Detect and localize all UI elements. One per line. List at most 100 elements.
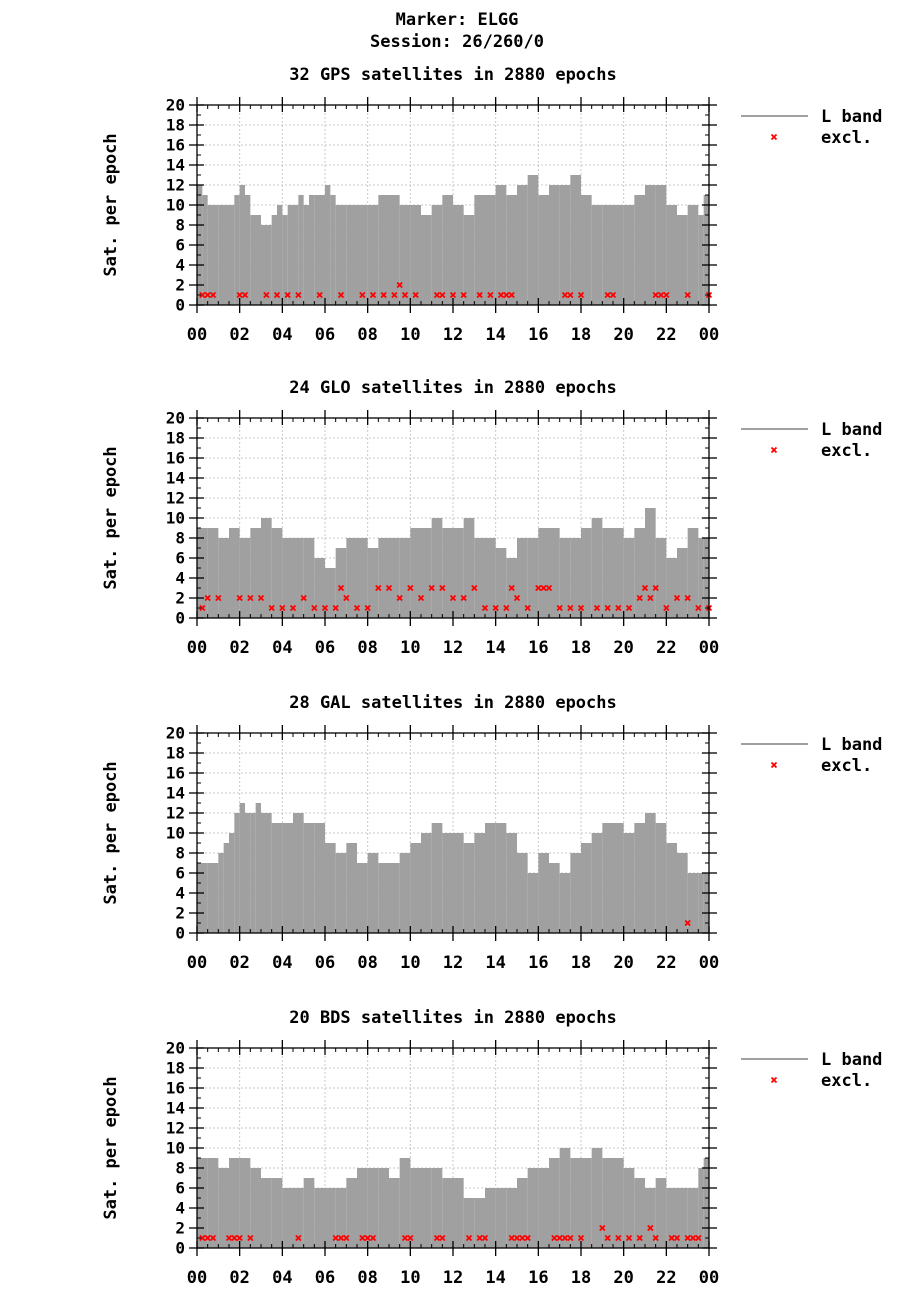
sat-count-bar: [559, 185, 571, 305]
sat-count-bar: [314, 1188, 325, 1248]
x-tick-label: 04: [272, 325, 292, 345]
sat-count-bar: [229, 528, 240, 618]
y-tick-label: 4: [175, 1199, 185, 1218]
sat-count-bar: [357, 538, 368, 618]
y-tick-label: 8: [175, 1159, 185, 1178]
sat-count-bar: [389, 863, 400, 933]
sat-count-bar: [549, 863, 560, 933]
excluded-marker: [577, 1234, 585, 1242]
excluded-marker: [380, 291, 387, 299]
sat-count-bar: [202, 195, 208, 305]
sat-count-bar: [591, 518, 603, 618]
legend-excl-label: excl.: [821, 1071, 872, 1091]
excluded-marker: [535, 584, 542, 592]
sat-count-bar: [421, 833, 432, 933]
excluded-marker: [663, 604, 670, 612]
excluded-marker: [316, 291, 323, 299]
sat-count-bar: [666, 1188, 677, 1248]
excluded-marker: [369, 1234, 377, 1242]
sat-count-bar: [335, 853, 347, 933]
sat-count-bar: [367, 548, 379, 618]
excluded-marker: [577, 291, 585, 299]
excluded-marker: [695, 604, 702, 612]
sat-count-bar: [506, 1188, 517, 1248]
sat-count-bar: [255, 803, 261, 933]
excluded-marker: [257, 594, 265, 602]
sat-count-bar: [229, 205, 235, 305]
sat-count-bar: [229, 1158, 240, 1248]
sat-count-bar: [485, 538, 496, 618]
sat-count-bar: [399, 538, 411, 618]
sat-count-bar: [325, 1188, 336, 1248]
sat-count-bar: [442, 1178, 453, 1248]
x-tick-label: 16: [528, 953, 548, 973]
sat-count-bar: [485, 823, 496, 933]
sat-count-bar: [655, 185, 667, 305]
excluded-marker: [401, 291, 409, 299]
excluded-marker: [604, 1234, 611, 1242]
excluded-marker: [508, 584, 515, 592]
x-tick-label: 02: [229, 953, 249, 973]
sat-count-bar: [591, 205, 603, 305]
y-tick-label: 18: [166, 744, 185, 763]
sat-count-bar: [442, 195, 453, 305]
sat-count-bar: [677, 853, 688, 933]
x-tick-label: 00: [699, 953, 719, 973]
excluded-marker: [636, 1234, 643, 1242]
sat-count-bar: [239, 1158, 251, 1248]
excluded-marker: [199, 1234, 206, 1242]
sat-count-bar: [410, 843, 421, 933]
legend-excl-marker: [770, 446, 778, 454]
x-tick-label: 18: [571, 1268, 591, 1288]
sat-count-bar: [538, 1168, 549, 1248]
y-tick-label: 8: [175, 216, 185, 235]
excluded-marker: [593, 604, 601, 612]
excluded-marker: [625, 604, 633, 612]
x-tick-label: 06: [315, 1268, 335, 1288]
sat-count-bar: [506, 833, 517, 933]
y-tick-label: 12: [166, 489, 185, 508]
sat-count-bar: [378, 538, 389, 618]
excluded-marker: [513, 1234, 521, 1242]
excluded-marker: [364, 1234, 371, 1242]
y-tick-label: 16: [166, 136, 185, 155]
x-tick-label: 12: [443, 1268, 463, 1288]
sat-count-bar: [570, 538, 581, 618]
sat-count-bar: [357, 1168, 368, 1248]
sat-count-bar: [234, 813, 240, 933]
y-tick-label: 18: [166, 1059, 185, 1078]
sat-count-bar: [698, 1168, 704, 1248]
excluded-marker: [236, 1234, 243, 1242]
sat-count-bar: [602, 1158, 613, 1248]
y-tick-label: 0: [175, 296, 185, 315]
x-tick-label: 04: [272, 953, 292, 973]
sat-count-bar: [293, 538, 304, 618]
sat-count-bar: [559, 1148, 571, 1248]
sat-count-bar: [687, 205, 699, 305]
x-tick-label: 18: [571, 325, 591, 345]
excluded-marker: [481, 1234, 489, 1242]
sat-count-bar: [703, 195, 709, 305]
excluded-marker: [556, 1234, 563, 1242]
excluded-marker: [657, 291, 665, 299]
sat-count-bar: [495, 548, 507, 618]
sat-count-bar: [613, 528, 624, 618]
excluded-marker: [481, 604, 489, 612]
excluded-marker: [241, 291, 249, 299]
sat-count-bar: [282, 538, 293, 618]
sat-count-bar: [357, 205, 368, 305]
sat-count-bar: [431, 823, 443, 933]
x-tick-label: 18: [571, 638, 591, 658]
sat-count-bar: [282, 215, 288, 305]
excluded-marker: [684, 594, 691, 602]
sat-count-bar: [367, 853, 379, 933]
sat-count-bar: [431, 205, 443, 305]
sat-count-bar: [218, 1168, 229, 1248]
excluded-marker: [199, 291, 206, 299]
x-tick-label: 06: [315, 953, 335, 973]
sat-count-bar: [218, 538, 229, 618]
excluded-marker: [567, 604, 574, 612]
sat-count-bar: [421, 215, 432, 305]
sat-count-bar: [261, 225, 272, 305]
